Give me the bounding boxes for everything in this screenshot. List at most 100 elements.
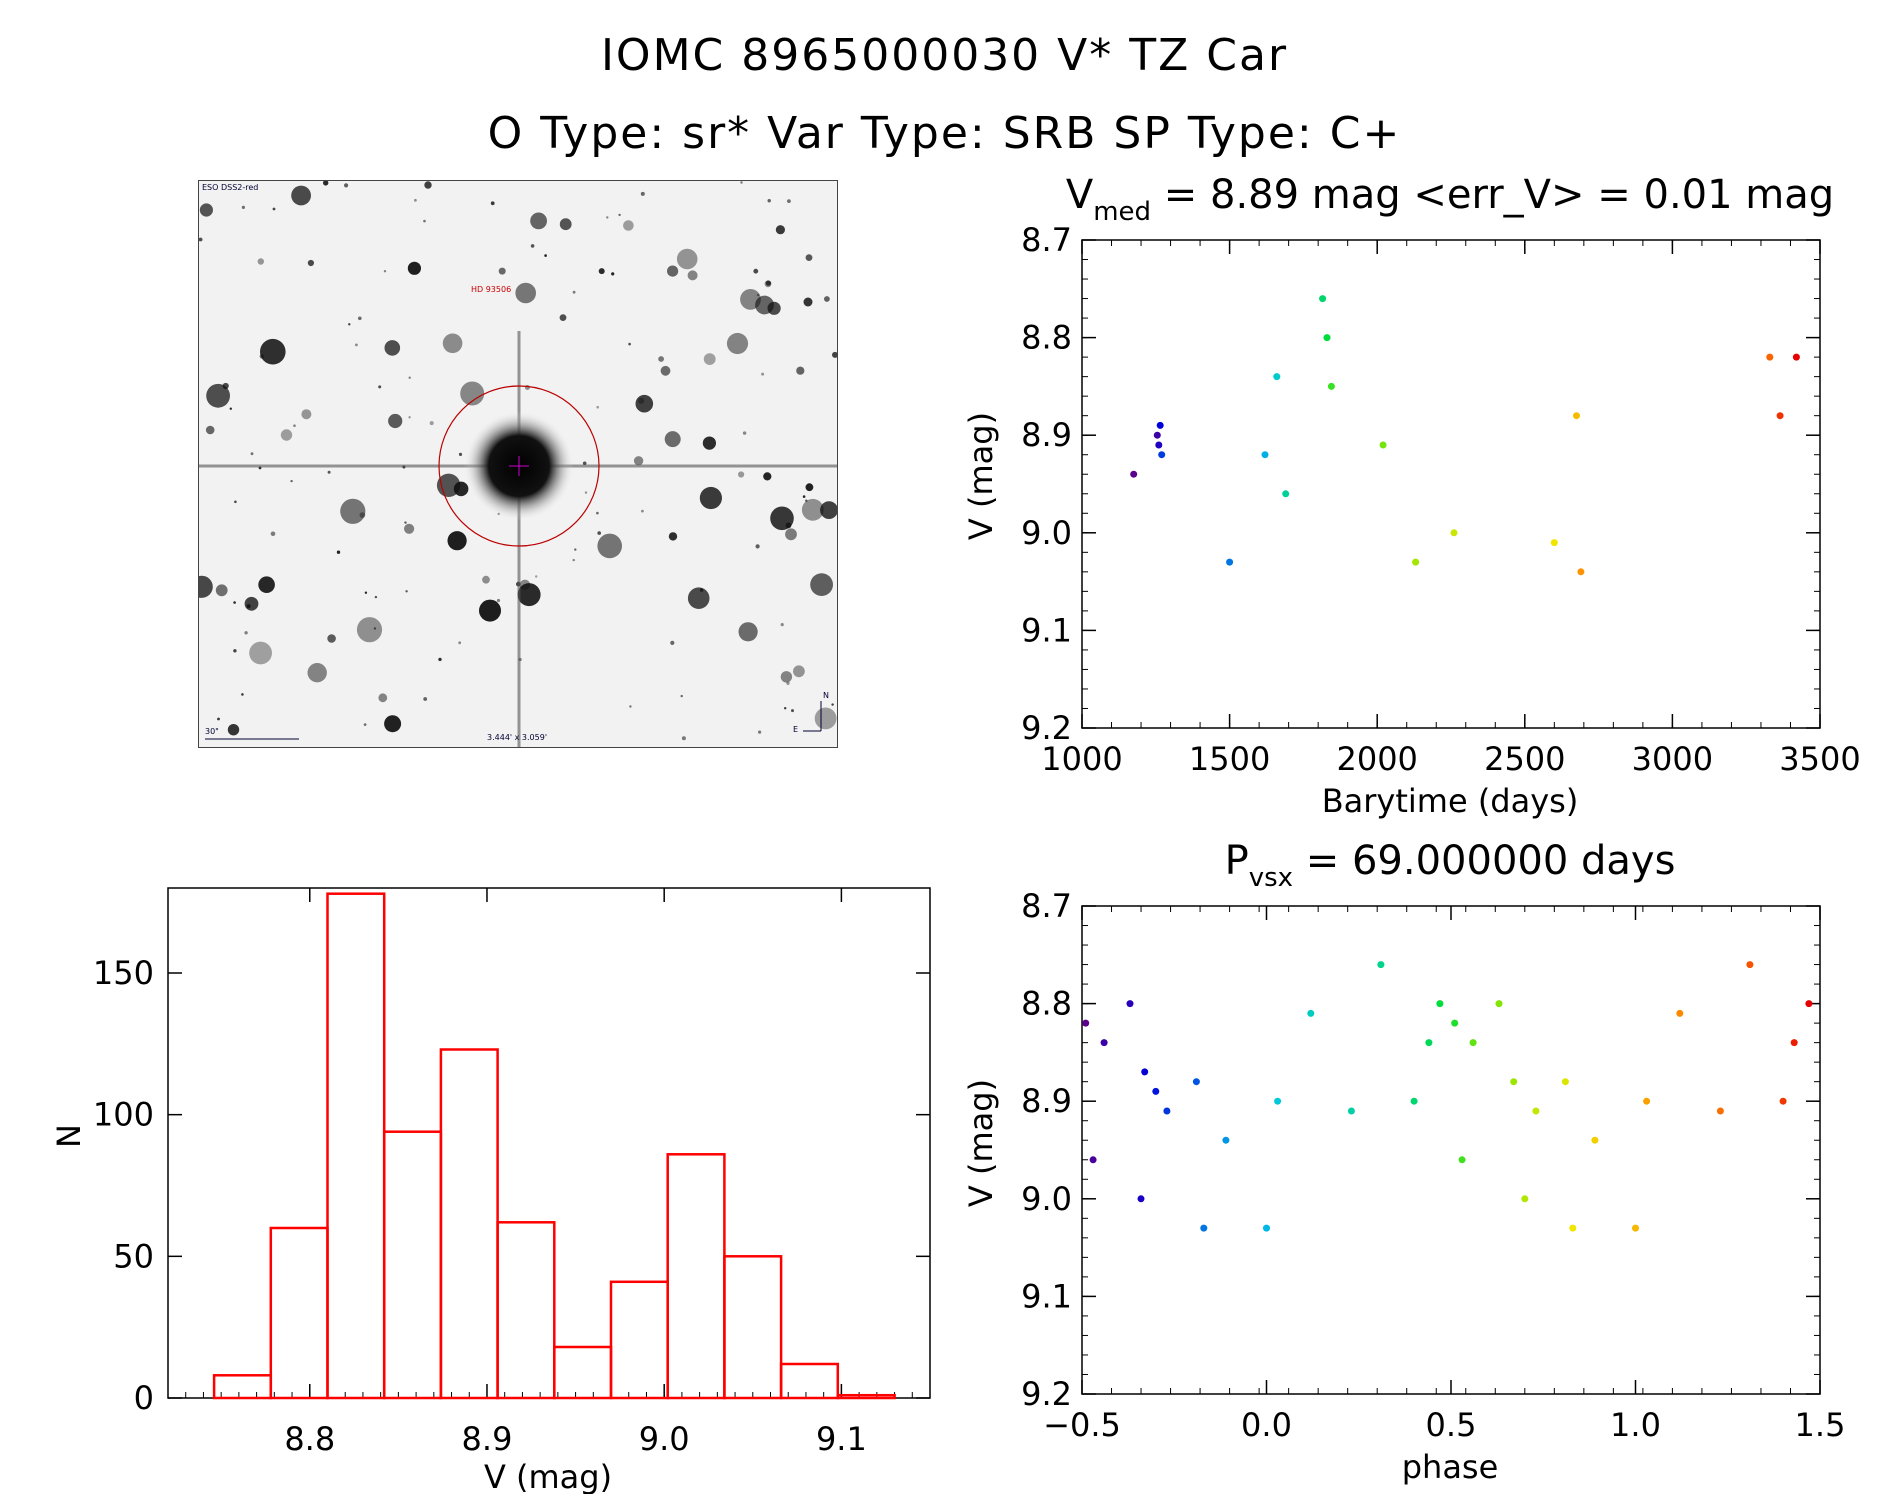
background-star [805,483,814,492]
background-star [383,270,387,273]
phased-curve-data-point [1425,1039,1433,1047]
background-star [378,693,388,703]
background-star [820,501,837,519]
background-star [780,671,793,683]
background-star [530,244,535,248]
phased-curve-data-point [1410,1097,1418,1105]
light-curve-ylabel: V (mag) [962,412,1000,540]
phased-curve-data-point [1089,1156,1097,1164]
phased-curve-data-point [1451,1019,1459,1027]
light-curve-data-point [1379,441,1387,449]
chart-title-line-2: O Type: sr* Var Type: SRB SP Type: C+ [487,108,1402,159]
histogram-x-tick-label: 8.9 [462,1420,513,1458]
background-star [810,573,833,596]
phased-curve-data-point [1790,1039,1798,1047]
phased-curve-data-point [1632,1224,1639,1232]
histogram-bar [496,1221,556,1400]
background-star [438,657,442,662]
background-star [359,512,366,518]
background-star [260,338,286,365]
background-star [628,342,631,346]
background-star [408,416,411,419]
histogram-x-tick-label: 9.1 [816,1420,867,1458]
background-star [363,723,367,726]
background-star [802,495,806,498]
light-curve-y-tick-label: 9.2 [1021,709,1072,747]
background-star [596,511,599,515]
background-star [272,207,276,211]
phased-curve-plot-frame [1081,905,1821,1395]
background-star [791,709,794,713]
phased-curve-data-point [1436,1000,1444,1008]
background-star [832,351,837,358]
background-star [597,533,622,559]
background-star [229,407,232,410]
background-star [373,627,377,630]
background-star [584,491,588,494]
background-star [793,665,805,678]
background-star [680,694,683,698]
background-star [738,622,758,642]
background-star [738,471,745,478]
phased-curve-data-point [1779,1097,1787,1105]
background-star [206,383,230,408]
phased-curve-data-point [1307,1009,1315,1017]
phased-curve-data-point [1532,1107,1540,1115]
background-star [681,736,686,741]
light-curve-y-tick-label: 8.9 [1021,416,1072,454]
background-star [633,456,644,466]
background-star [785,528,797,541]
phased-curve-y-tick-label: 9.0 [1021,1180,1072,1218]
background-star [270,531,276,537]
background-star [753,268,759,274]
background-star [404,521,407,524]
light-curve-data-point [1412,558,1420,566]
phased-curve-data-point [1458,1156,1466,1164]
background-star [803,297,813,307]
background-star [572,558,575,562]
phased-curve-x-tick-label: 0.5 [1426,1406,1477,1444]
phased-curve-data-point [1274,1097,1282,1105]
background-star [307,663,327,683]
phased-curve-x-tick-label: −0.5 [1043,1406,1121,1444]
background-star [364,591,368,594]
background-star [199,237,203,242]
background-star [442,333,463,354]
background-star [384,715,402,733]
phased-curve-data-point [1746,961,1754,969]
background-star [460,381,485,406]
histogram-bar [382,1130,443,1400]
background-star [490,201,495,206]
light-curve-data-point [1153,431,1161,439]
background-star [641,509,644,513]
background-star [670,640,675,645]
phased-curve-data-point [1192,1078,1200,1086]
background-star [687,270,698,281]
phased-curve-data-point [1716,1107,1724,1115]
histogram-bar [836,1393,896,1400]
background-star [408,376,411,379]
light-curve-y-tick-label: 8.7 [1021,221,1072,259]
background-star [658,356,664,362]
phased-curve-y-tick-label: 8.7 [1021,887,1072,925]
target-circle [438,385,600,547]
background-star [530,212,547,230]
phased-curve-ylabel: V (mag) [962,1079,1000,1207]
background-star [323,181,329,186]
background-star [784,707,787,710]
background-star [458,452,463,456]
light-curve-xlabel: Barytime (days) [1322,782,1579,820]
background-star [241,205,245,209]
histogram-y-tick-label: 100 [93,1096,154,1134]
background-star [301,409,312,420]
phased-curve-data-point [1126,1000,1134,1008]
background-star [217,717,220,721]
background-star [780,623,784,627]
histogram-panel: V (mag) N 8.8 8.9 9.0 9.1 0 50 100 150 [50,887,931,1494]
background-star [640,191,645,196]
phased-curve-title: Pvsx = 69.000000 days [1225,838,1676,893]
light-curve-data-point [1792,353,1800,361]
histogram-bar [553,1345,613,1400]
background-star [582,461,587,466]
histogram-bar [609,1280,669,1400]
